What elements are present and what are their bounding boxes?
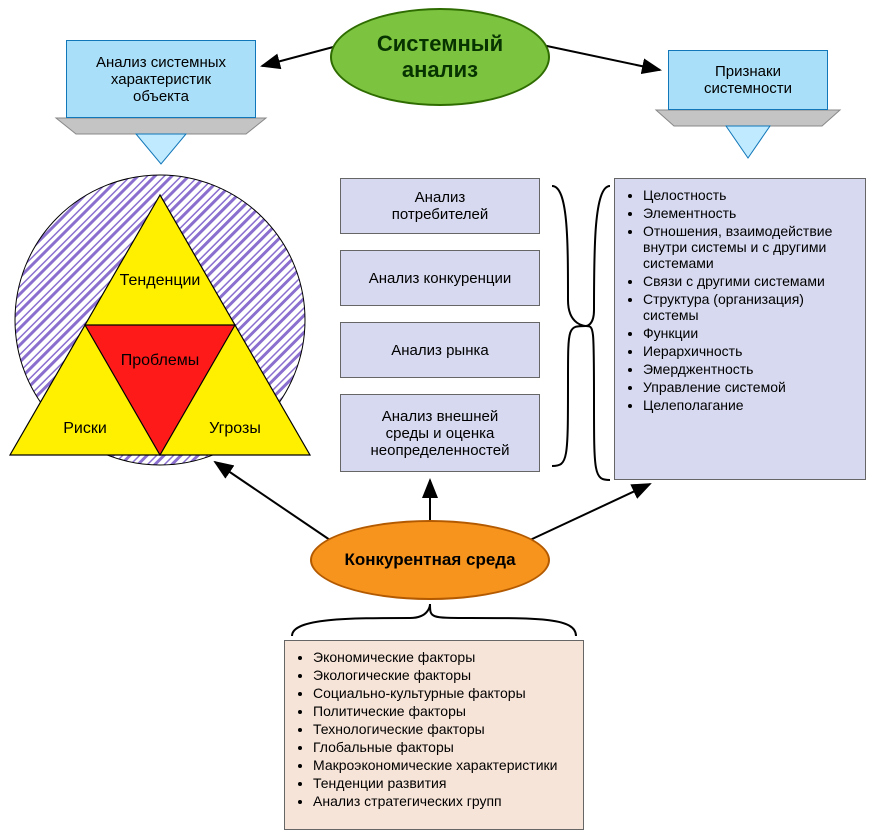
analysis-box-line: потребителей: [392, 206, 489, 223]
left-top-box-l2: характеристик: [96, 71, 226, 88]
right-top-box: Признаки системности: [668, 50, 828, 110]
list-item: Политические факторы: [313, 703, 575, 719]
analysis-box: Анализ внешнейсреды и оценканеопределенн…: [340, 394, 540, 472]
analysis-box-line: среды и оценка: [371, 425, 510, 442]
systemic-features-list: Целостность Элементность Отношения, взаимо…: [619, 187, 857, 413]
list-item: Элементность: [643, 205, 857, 221]
systemic-features-listbox: Целостность Элементность Отношения, взаимо…: [614, 178, 866, 480]
analysis-box: Анализпотребителей: [340, 178, 540, 234]
comp-env-label: Конкурентная среда: [344, 550, 515, 570]
list-item: Эмерджентность: [643, 361, 857, 377]
analysis-box-line: Анализ рынка: [391, 342, 488, 359]
diagram-canvas: Системный анализ Анализ системных характ…: [0, 0, 874, 838]
env-factors-listbox: Экономические факторы Экологические факто…: [284, 640, 584, 830]
left-top-box: Анализ системных характеристик объекта: [66, 40, 256, 118]
list-item: Управление системой: [643, 379, 857, 395]
list-item: Связи с другими системами: [643, 273, 857, 289]
analysis-box: Анализ конкуренции: [340, 250, 540, 306]
list-item: Глобальные факторы: [313, 739, 575, 755]
analysis-box-line: Анализ: [392, 189, 489, 206]
left-top-box-l3: объекта: [96, 88, 226, 105]
analysis-box-line: Анализ внешней: [371, 408, 510, 425]
analysis-box-line: Анализ конкуренции: [369, 270, 512, 287]
analysis-box: Анализ рынка: [340, 322, 540, 378]
left-top-box-l1: Анализ системных: [96, 54, 226, 71]
analysis-box-line: неопределенностей: [371, 442, 510, 459]
triangle-label-right: Угрозы: [175, 420, 295, 438]
list-item: Целеполагание: [643, 397, 857, 413]
top-ellipse-line1: Системный: [377, 31, 503, 57]
competitive-env-ellipse: Конкурентная среда: [310, 520, 550, 600]
list-item: Технологические факторы: [313, 721, 575, 737]
triangle-label-center: Проблемы: [100, 352, 220, 370]
right-top-box-l1: Признаки: [704, 63, 792, 80]
env-factors-list: Экономические факторы Экологические факто…: [289, 649, 575, 809]
list-item: Тенденции развития: [313, 775, 575, 791]
list-item: Социально-культурные факторы: [313, 685, 575, 701]
triangle-label-top: Тенденции: [100, 272, 220, 290]
triangle-label-left: Риски: [25, 420, 145, 438]
list-item: Экономические факторы: [313, 649, 575, 665]
right-top-box-l2: системности: [704, 80, 792, 97]
list-item: Целостность: [643, 187, 857, 203]
top-ellipse-line2: анализ: [377, 57, 503, 83]
list-item: Анализ стратегических групп: [313, 793, 575, 809]
list-item: Структура (организация) системы: [643, 291, 857, 323]
system-analysis-ellipse: Системный анализ: [330, 8, 550, 106]
list-item: Экологические факторы: [313, 667, 575, 683]
list-item: Отношения, взаимодействие внутри системы…: [643, 223, 857, 271]
list-item: Иерархичность: [643, 343, 857, 359]
list-item: Функции: [643, 325, 857, 341]
list-item: Макроэкономические характеристики: [313, 757, 575, 773]
